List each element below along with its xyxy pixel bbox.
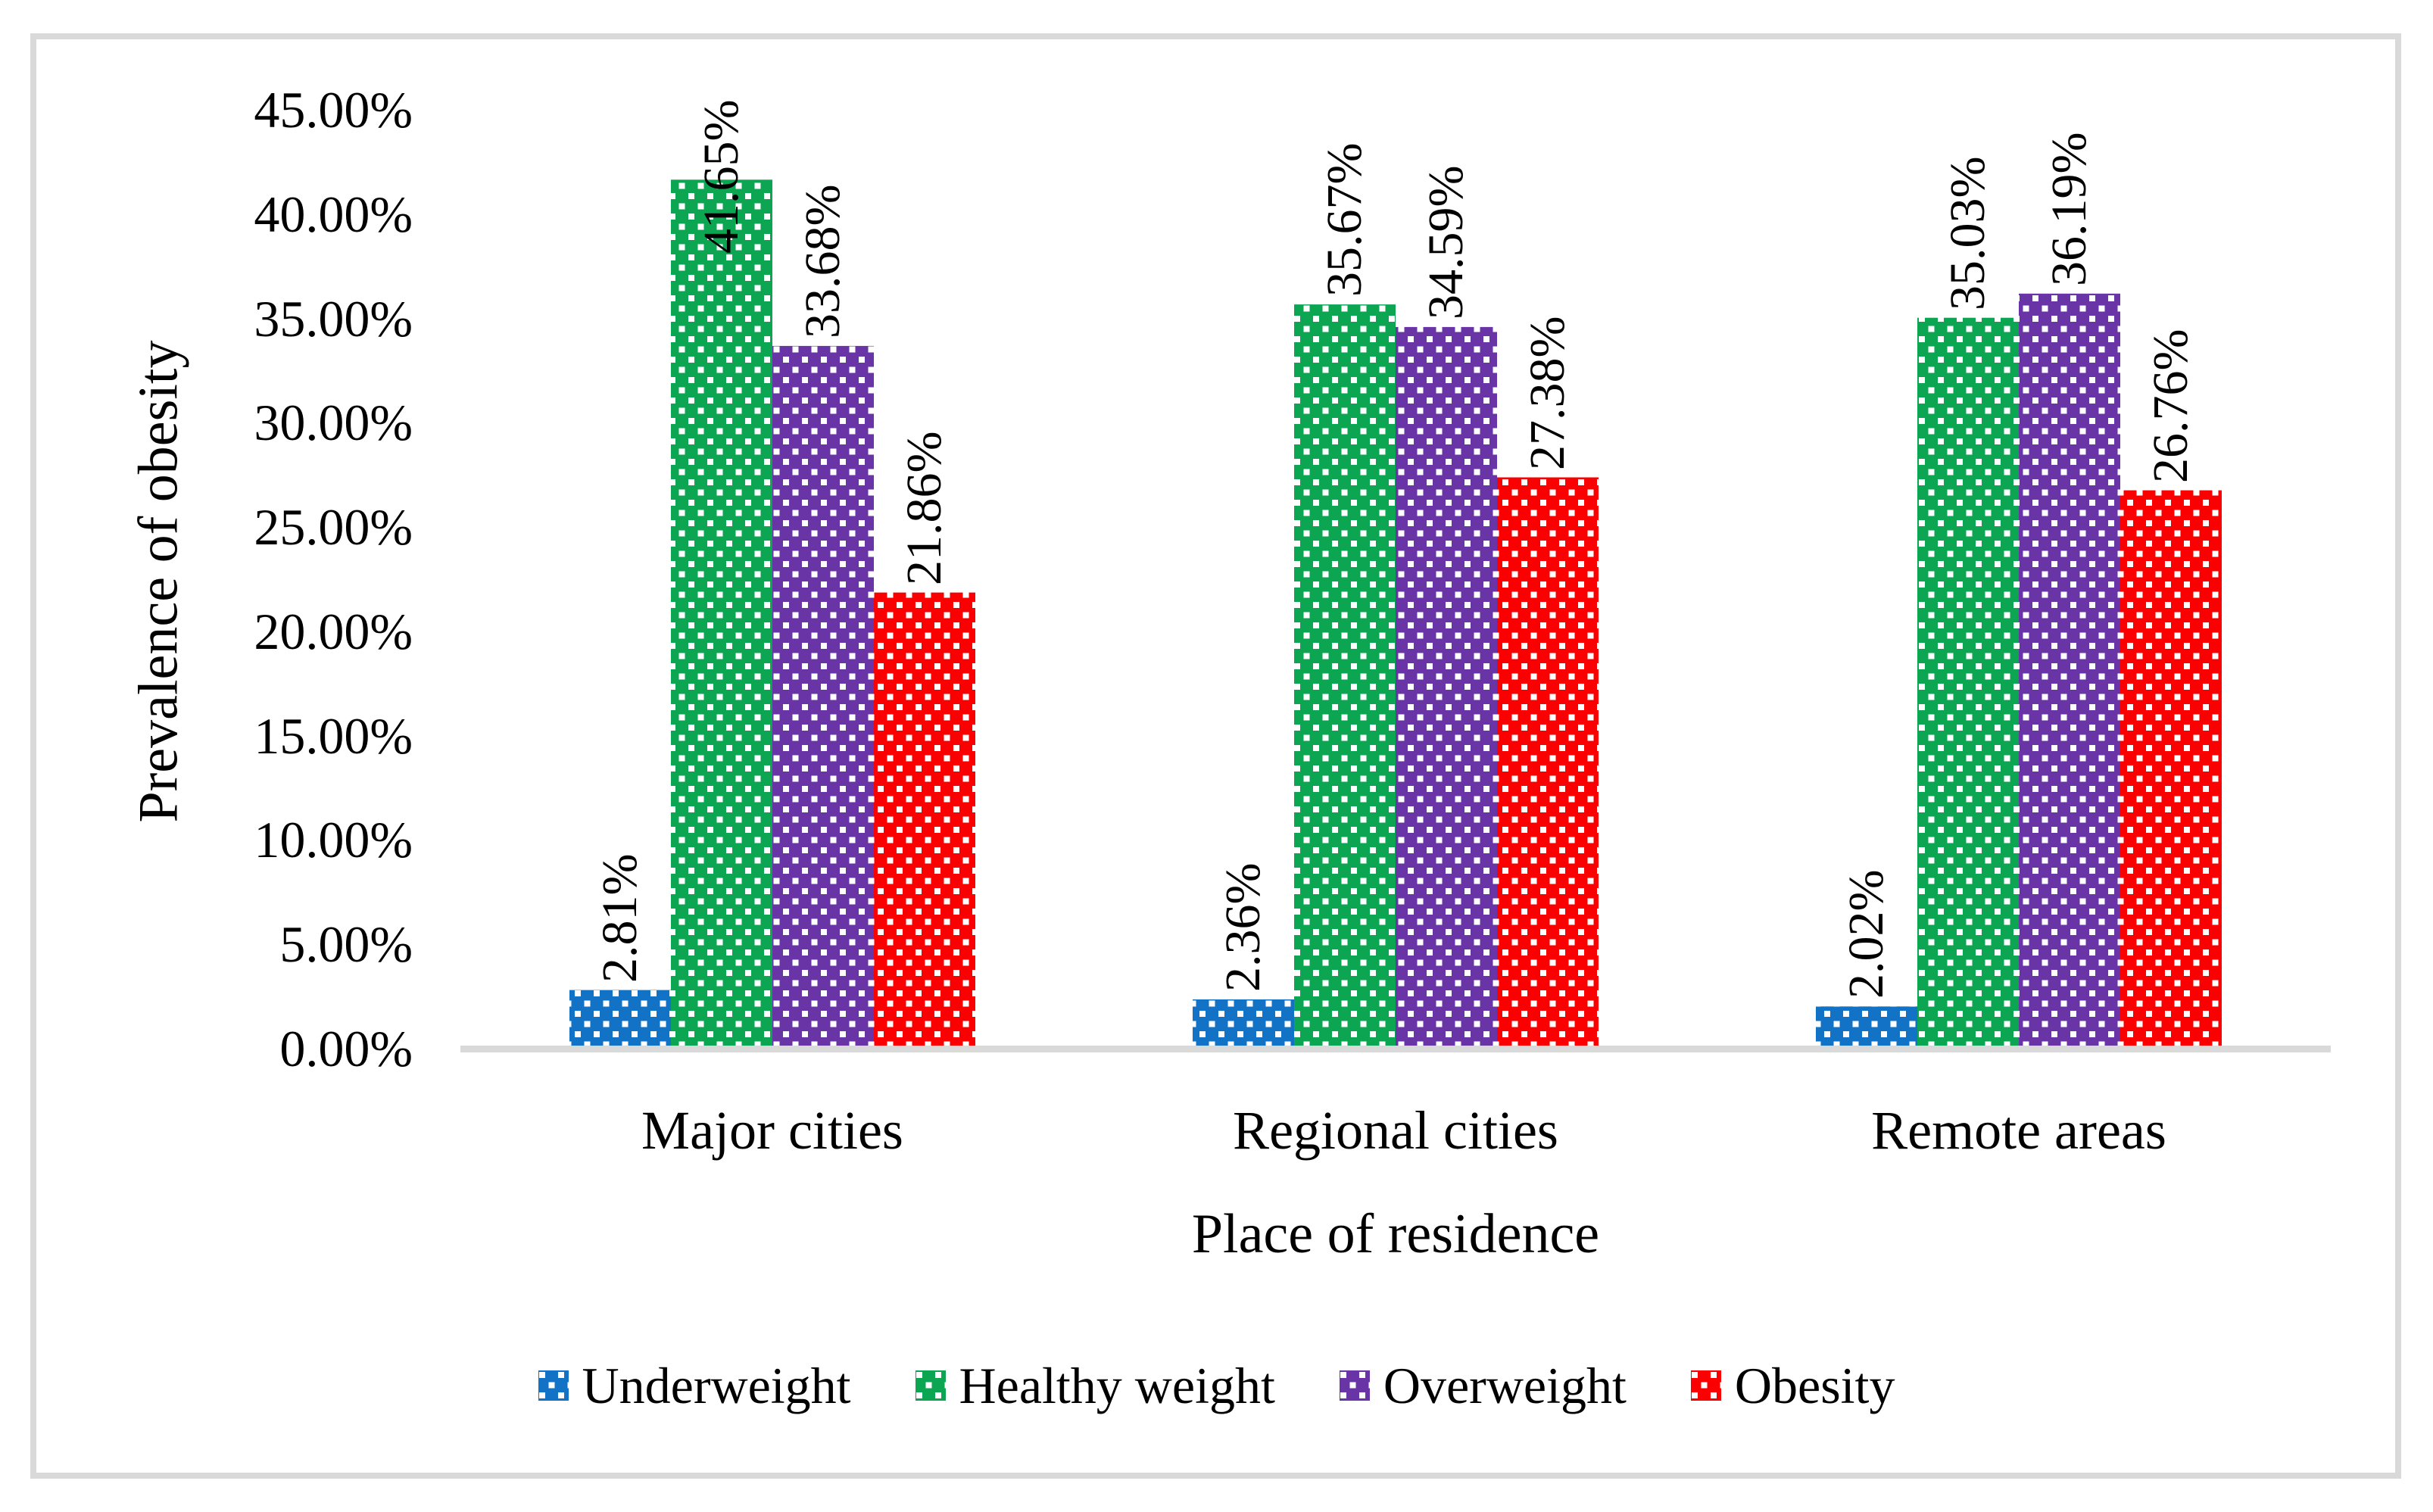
y-tick-label-5.00pct: 5.00%	[279, 915, 413, 974]
bar-value-label-major-cities-healthy-weight: 41.65%	[694, 99, 749, 254]
bar-regional-cities-underweight	[1193, 999, 1294, 1049]
bar-value-label-regional-cities-healthy-weight: 35.67%	[1317, 142, 1372, 298]
y-tick-label-30.00pct: 30.00%	[254, 394, 413, 452]
y-tick-label-15.00pct: 15.00%	[254, 706, 413, 765]
y-tick-label-0.00pct: 0.00%	[279, 1020, 413, 1077]
y-tick-label-40.00pct: 40.00%	[254, 185, 413, 243]
y-tick-label-45.00pct: 45.00%	[254, 81, 413, 139]
legend-label-underweight: Underweight	[582, 1356, 851, 1414]
bar-value-label-major-cities-obesity: 21.86%	[897, 431, 952, 585]
bar-major-cities-obesity	[874, 592, 975, 1049]
legend-item-obesity: Obesity	[1690, 1356, 1895, 1416]
bar-major-cities-underweight	[569, 990, 671, 1049]
legend-item-underweight: Underweight	[538, 1356, 851, 1416]
category-label-regional-cities: Regional cities	[1233, 1100, 1558, 1161]
bar-value-label-regional-cities-overweight: 34.59%	[1418, 165, 1474, 320]
bar-value-label-remote-areas-overweight: 36.19%	[2042, 132, 2097, 286]
bar-value-label-remote-areas-underweight: 2.02%	[1839, 869, 1894, 999]
bar-value-label-major-cities-overweight: 33.68%	[795, 184, 850, 338]
bar-remote-areas-overweight	[2019, 293, 2120, 1049]
bar-regional-cities-obesity	[1497, 477, 1599, 1049]
bar-regional-cities-overweight	[1396, 326, 1497, 1049]
bar-value-label-regional-cities-obesity: 27.38%	[1520, 316, 1575, 470]
y-tick-label-20.00pct: 20.00%	[254, 602, 413, 660]
bar-value-label-remote-areas-healthy-weight: 35.03%	[1940, 156, 1995, 310]
bar-major-cities-healthy-weight	[671, 179, 772, 1049]
y-tick-label-10.00pct: 10.00%	[254, 811, 413, 869]
bar-remote-areas-healthy-weight	[1917, 317, 2019, 1049]
bar-value-label-remote-areas-obesity: 26.76%	[2143, 329, 2198, 483]
legend-swatch-healthy-weight-icon	[915, 1370, 946, 1401]
category-label-remote-areas: Remote areas	[1871, 1100, 2166, 1161]
legend-label-overweight: Overweight	[1383, 1356, 1627, 1414]
legend-item-overweight: Overweight	[1339, 1356, 1627, 1416]
legend-item-healthy-weight: Healthy weight	[915, 1356, 1275, 1416]
category-label-major-cities: Major cities	[641, 1100, 903, 1161]
legend-label-obesity: Obesity	[1734, 1356, 1895, 1414]
x-axis-line	[460, 1046, 2331, 1052]
chart-frame: Prevalence of obesity 0.00% 5.00% 10.00% 15…	[30, 33, 2401, 1479]
legend-swatch-underweight-icon	[538, 1370, 569, 1401]
y-tick-label-25.00pct: 25.00%	[254, 498, 413, 556]
legend-swatch-overweight-icon	[1339, 1370, 1370, 1401]
bar-regional-cities-healthy-weight	[1294, 304, 1396, 1049]
y-tick-label-35.00pct: 35.00%	[254, 289, 413, 348]
bar-remote-areas-obesity	[2120, 490, 2222, 1049]
legend-label-healthy-weight: Healthy weight	[959, 1356, 1275, 1414]
plot-area	[569, 179, 2222, 1049]
bar-remote-areas-underweight	[1816, 1006, 1917, 1049]
chart-legend: Underweight Healthy weight Overweight Ob…	[0, 1348, 2433, 1423]
x-axis-title: Place of residence	[1191, 1203, 1600, 1265]
bar-value-label-major-cities-underweight: 2.81%	[592, 853, 647, 983]
legend-swatch-obesity-icon	[1690, 1370, 1721, 1401]
bars-group	[569, 179, 2222, 1049]
bar-value-label-regional-cities-underweight: 2.36%	[1215, 862, 1271, 992]
bar-major-cities-overweight	[772, 345, 874, 1049]
